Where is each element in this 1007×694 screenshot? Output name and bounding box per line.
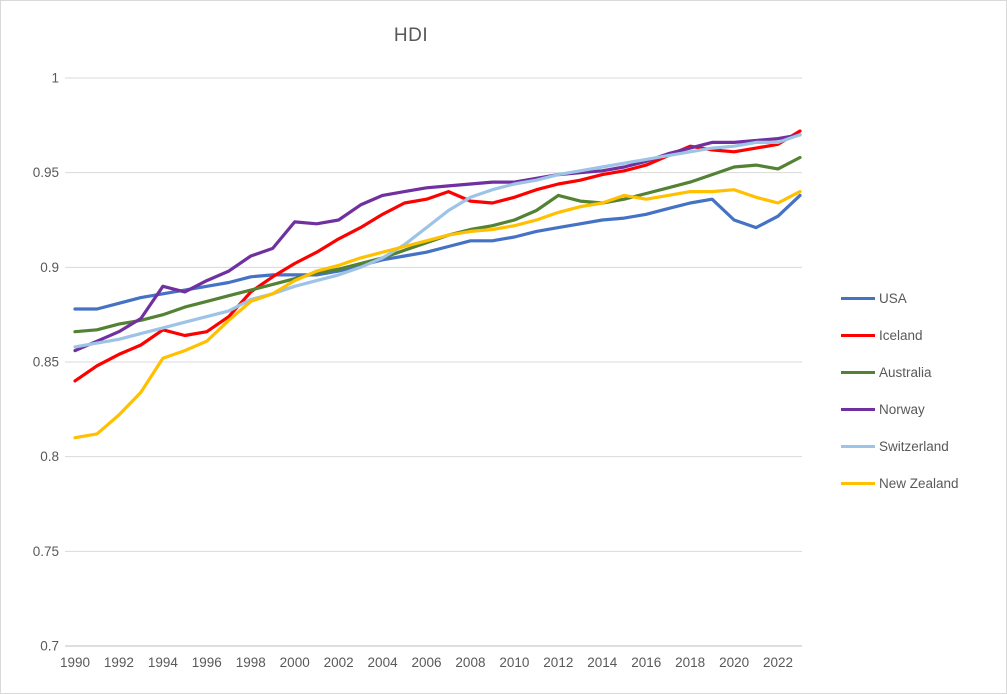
legend-label: Switzerland [879,439,949,454]
legend-item-norway: Norway [841,391,959,428]
series-line-australia [73,155,802,334]
y-tick-label: 0.9 [40,260,59,275]
legend-swatch-icon [841,445,875,448]
legend-item-australia: Australia [841,354,959,391]
x-tick-label: 2022 [763,655,793,670]
legend-item-new-zealand: New Zealand [841,465,959,502]
legend-label: Australia [879,365,932,380]
legend-label: USA [879,291,907,306]
y-tick-label: 1 [51,71,59,86]
legend-swatch-icon [841,371,875,374]
y-tick-label: 0.8 [40,449,59,464]
legend-item-switzerland: Switzerland [841,428,959,465]
x-tick-label: 1996 [192,655,222,670]
legend-label: Norway [879,402,925,417]
legend-label: New Zealand [879,476,959,491]
legend-swatch-icon [841,334,875,337]
x-tick-label: 2002 [324,655,354,670]
x-tick-label: 2000 [280,655,310,670]
x-tick-label: 2010 [499,655,529,670]
legend-swatch-icon [841,297,875,300]
legend-item-iceland: Iceland [841,317,959,354]
y-tick-label: 0.75 [33,544,59,559]
x-tick-label: 1990 [60,655,90,670]
y-tick-label: 0.85 [33,355,59,370]
x-tick-label: 2018 [675,655,705,670]
series-line-new-zealand [73,188,802,440]
x-tick-label: 2016 [631,655,661,670]
legend-swatch-icon [841,408,875,411]
x-tick-label: 1994 [148,655,179,670]
legend-swatch-icon [841,482,875,485]
series-line-switzerland [73,133,802,349]
legend-item-usa: USA [841,280,959,317]
x-tick-label: 2020 [719,655,749,670]
series-line-norway [73,133,802,353]
legend: USA Iceland Australia Norway Switzerland New … [841,280,959,502]
legend-label: Iceland [879,328,923,343]
x-tick-label: 2012 [543,655,573,670]
series-line-usa [73,193,802,311]
chart-title: HDI [393,25,429,46]
x-tick-label: 1992 [104,655,134,670]
x-tick-label: 1998 [236,655,266,670]
y-tick-label: 0.95 [33,165,59,180]
x-tick-label: 2014 [587,655,618,670]
y-tick-label: 0.7 [40,639,59,654]
x-tick-label: 2004 [368,655,399,670]
x-tick-label: 2006 [411,655,441,670]
series-line-iceland [73,129,802,383]
x-tick-label: 2008 [455,655,485,670]
